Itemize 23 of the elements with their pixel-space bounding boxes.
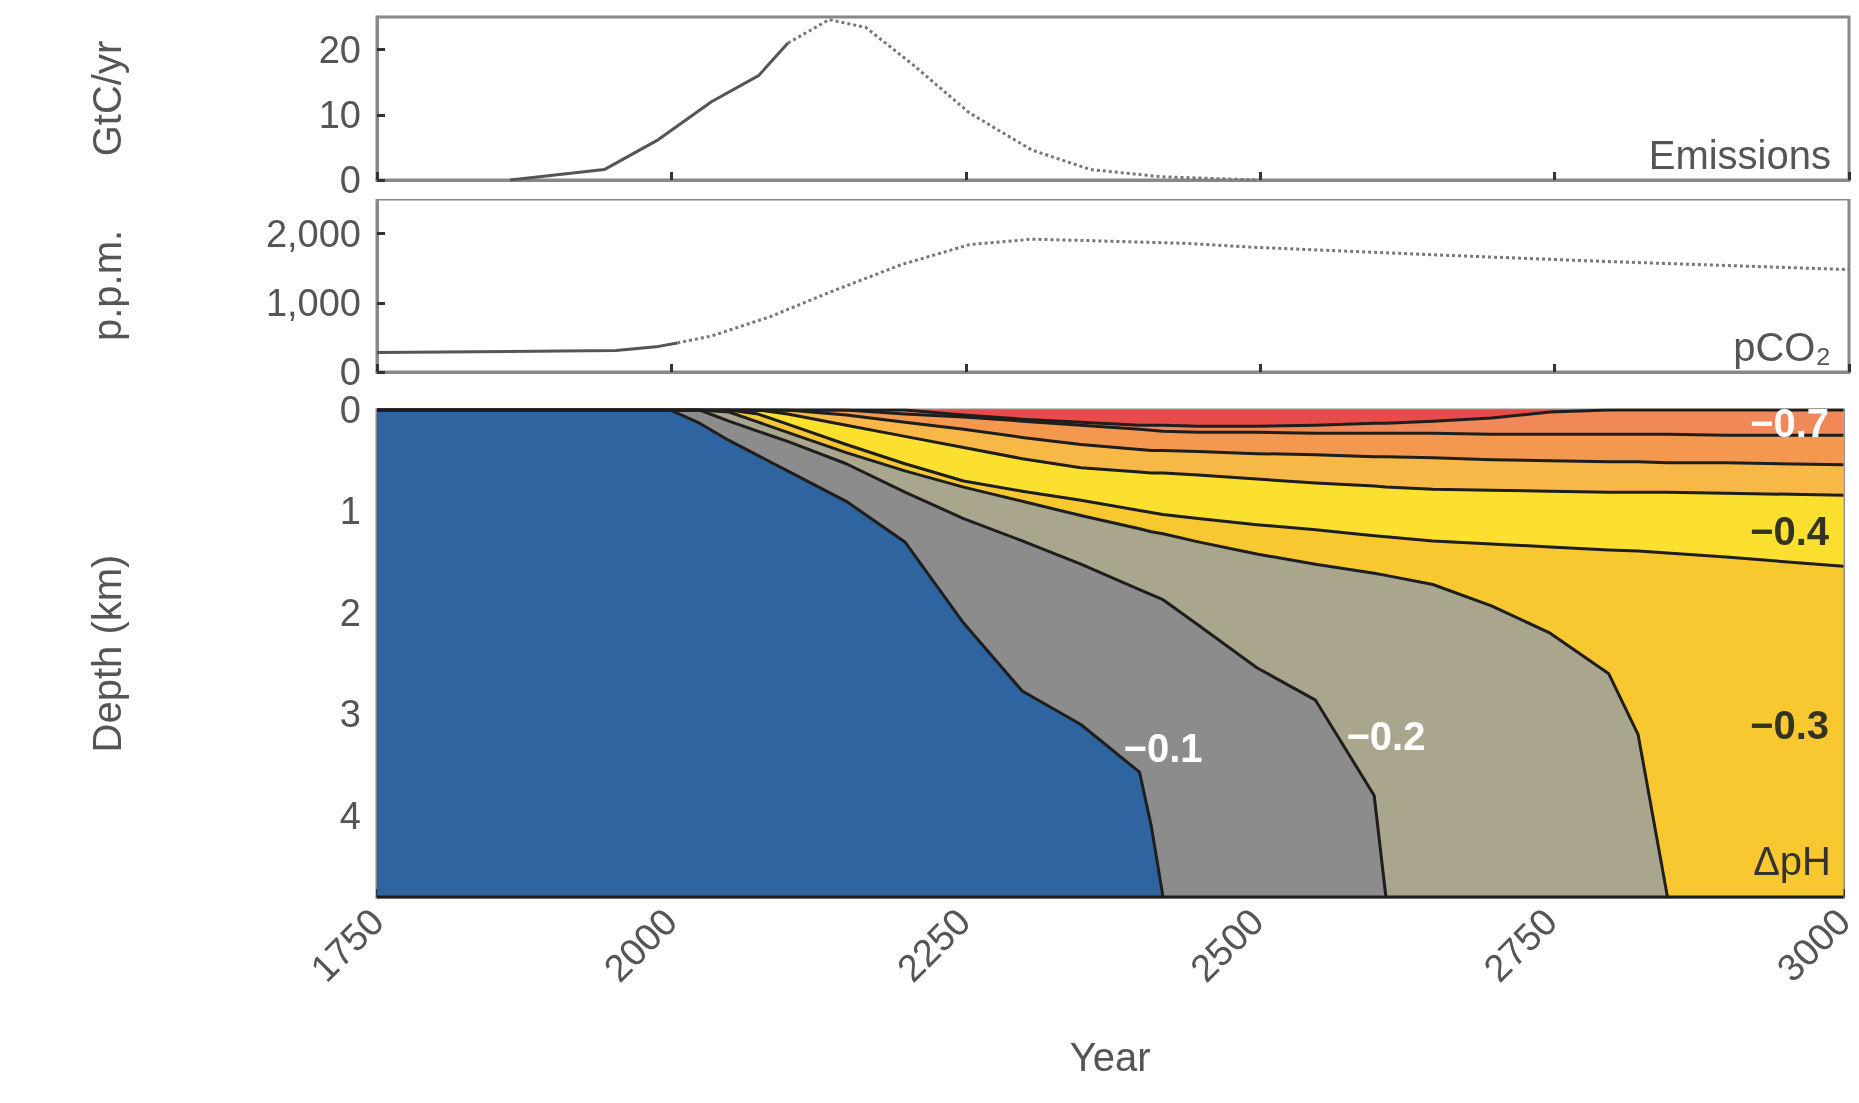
y-axis-title: Depth (km)	[85, 554, 129, 753]
line-series	[375, 341, 679, 355]
y-tick-label: 20	[318, 28, 361, 71]
y-tick-label: 10	[318, 93, 361, 136]
line-series	[508, 41, 790, 182]
y-tick-label: 2	[339, 591, 361, 634]
annotation: ΔpH	[1753, 839, 1832, 883]
y-tick-label: 4	[339, 794, 361, 837]
y-tick-label: 3	[339, 693, 361, 736]
series-label: −0.4	[1750, 508, 1830, 553]
annotation: pCO₂	[1733, 325, 1832, 369]
series-label: −0.2	[1346, 714, 1426, 759]
x-axis-title: Year	[1069, 1035, 1151, 1079]
series-label: −0.3	[1750, 703, 1829, 748]
series-label: −0.1	[1123, 726, 1203, 771]
y-axis-title: GtC/yr	[85, 40, 129, 157]
annotation: Emissions	[1648, 133, 1831, 177]
y-tick-label: 1,000	[265, 281, 361, 324]
y-tick-label: 1	[339, 490, 361, 533]
y-tick-label: 2,000	[265, 212, 361, 255]
series-label: −0.7	[1750, 400, 1829, 445]
y-tick-label: 0	[339, 159, 361, 201]
y-axis-title: p.p.m.	[85, 229, 129, 342]
